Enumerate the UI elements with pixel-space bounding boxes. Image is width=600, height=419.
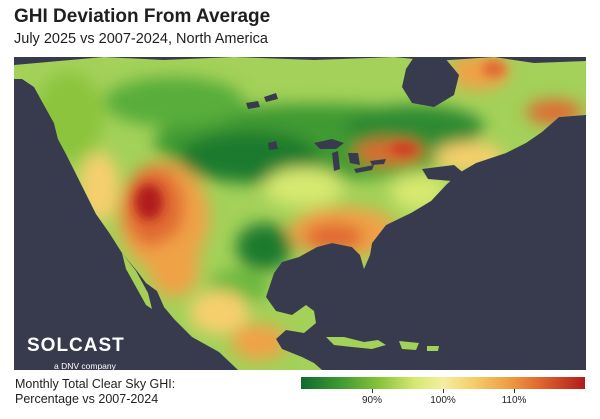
legend-title: Monthly Total Clear Sky GHI: Percentage … bbox=[15, 377, 175, 407]
water-bodies bbox=[14, 57, 586, 181]
legend-tick-label: 110% bbox=[501, 395, 527, 406]
ghi-deviation-map[interactable]: SOLCAST a DNV company bbox=[14, 57, 586, 370]
hudson-bay bbox=[402, 57, 459, 107]
legend-tick bbox=[372, 389, 373, 393]
legend-color-bar bbox=[301, 377, 585, 389]
legend-title-line2: Percentage vs 2007-2024 bbox=[15, 392, 159, 406]
logo-tagline: a DNV company bbox=[54, 361, 116, 370]
map-title: GHI Deviation From Average bbox=[14, 6, 271, 27]
great-slave-lake bbox=[246, 101, 260, 109]
legend-tick-label: 100% bbox=[430, 395, 456, 406]
legend-tick bbox=[443, 389, 444, 393]
logo-wordmark: SOLCAST bbox=[27, 335, 125, 356]
lake-erie bbox=[354, 165, 374, 173]
great-bear-lake bbox=[264, 93, 278, 102]
map-subtitle: July 2025 vs 2007-2024, North America bbox=[14, 31, 268, 47]
legend-tick-label: 90% bbox=[361, 395, 383, 406]
lake-ontario bbox=[370, 159, 386, 165]
map-canvas bbox=[14, 57, 586, 370]
lake-michigan bbox=[332, 151, 340, 171]
lake-winnipeg bbox=[268, 141, 278, 150]
legend-title-line1: Monthly Total Clear Sky GHI: bbox=[15, 377, 176, 391]
lake-huron bbox=[348, 153, 360, 165]
lake-superior bbox=[314, 139, 344, 149]
solcast-logo: SOLCAST a DNV company bbox=[27, 335, 137, 370]
legend-tick bbox=[514, 389, 515, 393]
gulf-of-st-lawrence bbox=[422, 165, 466, 181]
